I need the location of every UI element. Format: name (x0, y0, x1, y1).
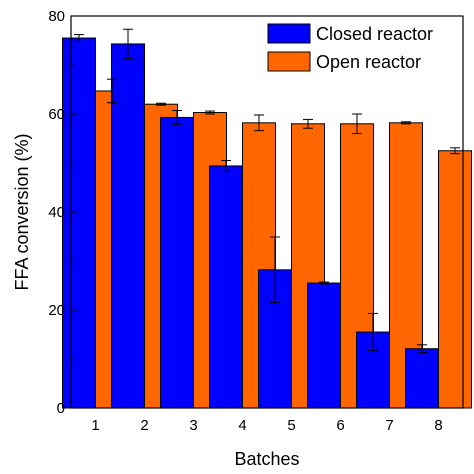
x-tick-label-6: 6 (336, 417, 344, 434)
x-axis-label: Batches (234, 449, 299, 469)
x-tick-label-2: 2 (140, 417, 148, 434)
x-tick-label-1: 1 (91, 417, 99, 434)
y-axis-label: FFA conversion (%) (12, 133, 32, 290)
y-axis: 0 20 40 60 80 (48, 8, 77, 417)
bar-closed-reactor-6 (307, 282, 341, 409)
x-tick-label-7: 7 (385, 417, 393, 434)
bar-closed-reactor-4 (209, 165, 243, 409)
legend-label-closed-reactor: Closed reactor (316, 24, 433, 44)
bars-layer (62, 37, 472, 409)
bar-closed-reactor-8 (405, 348, 439, 409)
x-axis: 1 2 3 4 5 6 7 8 (91, 402, 443, 434)
bar-closed-reactor-3 (160, 116, 194, 409)
y-tick-label-20: 20 (48, 302, 65, 319)
x-tick-label-8: 8 (434, 417, 442, 434)
error-bars-layer (74, 28, 460, 354)
bar-closed-reactor-2 (111, 43, 145, 409)
y-tick-label-0: 0 (57, 400, 65, 417)
y-tick-label-80: 80 (48, 8, 65, 25)
bar-closed-reactor-1 (62, 37, 96, 409)
legend-swatch-open-reactor (267, 51, 311, 72)
x-tick-label-3: 3 (189, 417, 197, 434)
bar-open-reactor-8 (438, 150, 472, 409)
legend: Closed reactor Open reactor (267, 23, 433, 72)
x-tick-label-5: 5 (287, 417, 295, 434)
y-tick-label-40: 40 (48, 204, 65, 221)
x-tick-label-4: 4 (238, 417, 246, 434)
legend-swatch-closed-reactor (267, 23, 311, 44)
y-tick-label-60: 60 (48, 106, 65, 123)
legend-label-open-reactor: Open reactor (316, 52, 421, 72)
